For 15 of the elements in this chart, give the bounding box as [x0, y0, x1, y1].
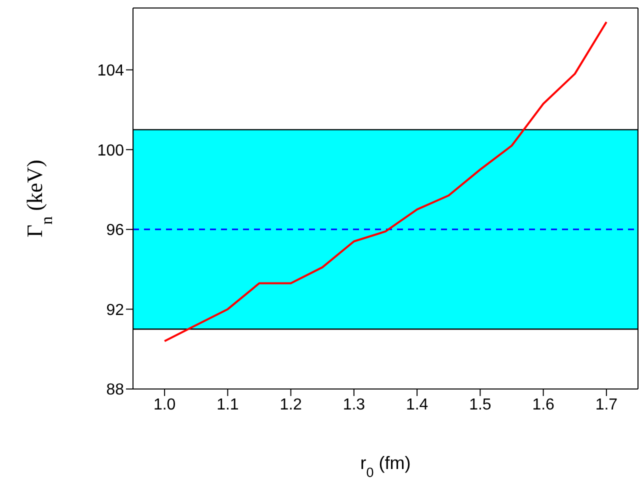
x-tick-label: 1.5: [469, 396, 492, 414]
x-axis-title: r$_{0}$ (fm): [360, 453, 411, 480]
x-tick-label: 1.1: [216, 396, 239, 414]
y-tick-label: 100: [97, 142, 124, 160]
x-tick-label: 1.4: [406, 396, 428, 414]
x-tick-label: 1.2: [280, 396, 302, 414]
line-series: [164, 20, 608, 342]
y-tick-label: 88: [106, 382, 124, 399]
y-tick-label: 96: [106, 222, 124, 240]
x-tick-label: 1.3: [342, 396, 366, 414]
x-tick-label: 1.0: [153, 396, 176, 414]
x-tick-label: 1.7: [595, 396, 618, 414]
y-tick-label: 104: [97, 62, 124, 80]
x-tick-label: 1.6: [532, 396, 555, 414]
y-tick-label: 92: [106, 302, 124, 319]
